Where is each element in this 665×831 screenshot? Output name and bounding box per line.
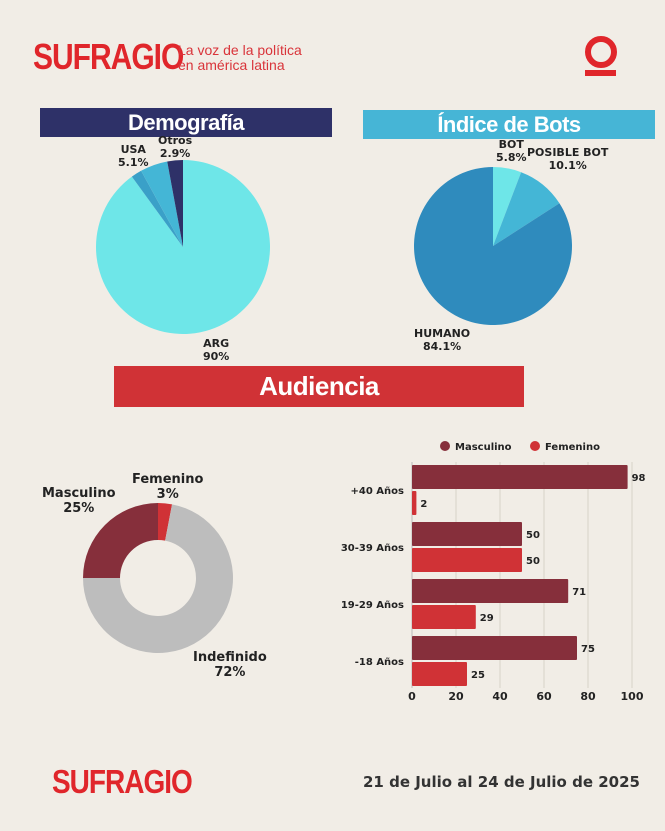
category-label: +40 Años xyxy=(351,486,405,497)
bots-header: Índice de Bots xyxy=(363,110,655,139)
legend-marker-masculino xyxy=(440,441,450,451)
bar-value-label: 25 xyxy=(471,670,485,681)
slice-masculino xyxy=(83,503,158,578)
label-posible-bot: POSIBLE BOT 10.1% xyxy=(527,146,609,172)
label-humano: HUMANO 84.1% xyxy=(414,327,471,353)
x-tick-label: 0 xyxy=(408,690,416,703)
tagline-line-2: en américa latina xyxy=(178,57,285,73)
audiencia-header: Audiencia xyxy=(114,366,524,407)
slice-unlabeled xyxy=(131,170,183,247)
bar-masculino xyxy=(412,465,628,489)
label-usa: USA 5.1% xyxy=(118,143,149,169)
bar-masculino xyxy=(412,636,577,660)
footer-logo: SUFRAGIO xyxy=(52,763,193,801)
date-range: 21 de Julio al 24 de Julio de 2025 xyxy=(363,773,640,791)
x-tick-label: 60 xyxy=(536,690,552,703)
label-indefinido: Indefinido 72% xyxy=(193,650,267,680)
bar-femenino xyxy=(412,605,476,629)
demografia-header: Demografía xyxy=(40,108,332,137)
x-tick-label: 80 xyxy=(580,690,596,703)
slice-posible-bot xyxy=(493,172,560,246)
bar-value-label: 71 xyxy=(572,587,586,598)
legend-label: Femenino xyxy=(545,442,600,453)
legend-label: Masculino xyxy=(455,442,512,453)
bar-femenino xyxy=(412,662,467,686)
bar-femenino xyxy=(412,491,417,515)
bar-value-label: 50 xyxy=(526,530,540,541)
bar-masculino xyxy=(412,579,569,603)
bar-value-label: 29 xyxy=(480,613,494,624)
label-otros: Otros 2.9% xyxy=(158,134,193,160)
category-label: 19-29 Años xyxy=(341,600,404,611)
bar-value-label: 50 xyxy=(526,556,540,567)
category-label: -18 Años xyxy=(355,657,404,668)
slice-humano xyxy=(414,167,573,326)
bar-value-label: 98 xyxy=(632,473,646,484)
label-arg: ARG 90% xyxy=(203,337,230,363)
bar-femenino xyxy=(412,548,522,572)
sufragio-logo: SUFRAGIO xyxy=(33,38,184,78)
x-tick-label: 100 xyxy=(621,690,644,703)
slice-otros xyxy=(167,160,183,247)
slice-usa xyxy=(141,161,183,247)
corner-logo-icon xyxy=(585,36,617,76)
x-tick-label: 40 xyxy=(492,690,508,703)
category-label: 30-39 Años xyxy=(341,543,404,554)
label-bot: BOT 5.8% xyxy=(496,138,527,164)
label-masculino: Masculino 25% xyxy=(42,486,116,516)
tagline: La voz de la política en américa latina xyxy=(178,43,302,73)
slice-indefinido xyxy=(83,504,234,654)
bar-value-label: 75 xyxy=(581,644,595,655)
label-femenino: Femenino 3% xyxy=(132,472,204,502)
slice-femenino xyxy=(158,503,173,541)
bar-masculino xyxy=(412,522,522,546)
slice-bot xyxy=(493,167,522,246)
x-tick-label: 20 xyxy=(448,690,464,703)
legend-marker-femenino xyxy=(530,441,540,451)
tagline-line-1: La voz de la política xyxy=(178,42,302,58)
bar-value-label: 2 xyxy=(420,499,427,510)
